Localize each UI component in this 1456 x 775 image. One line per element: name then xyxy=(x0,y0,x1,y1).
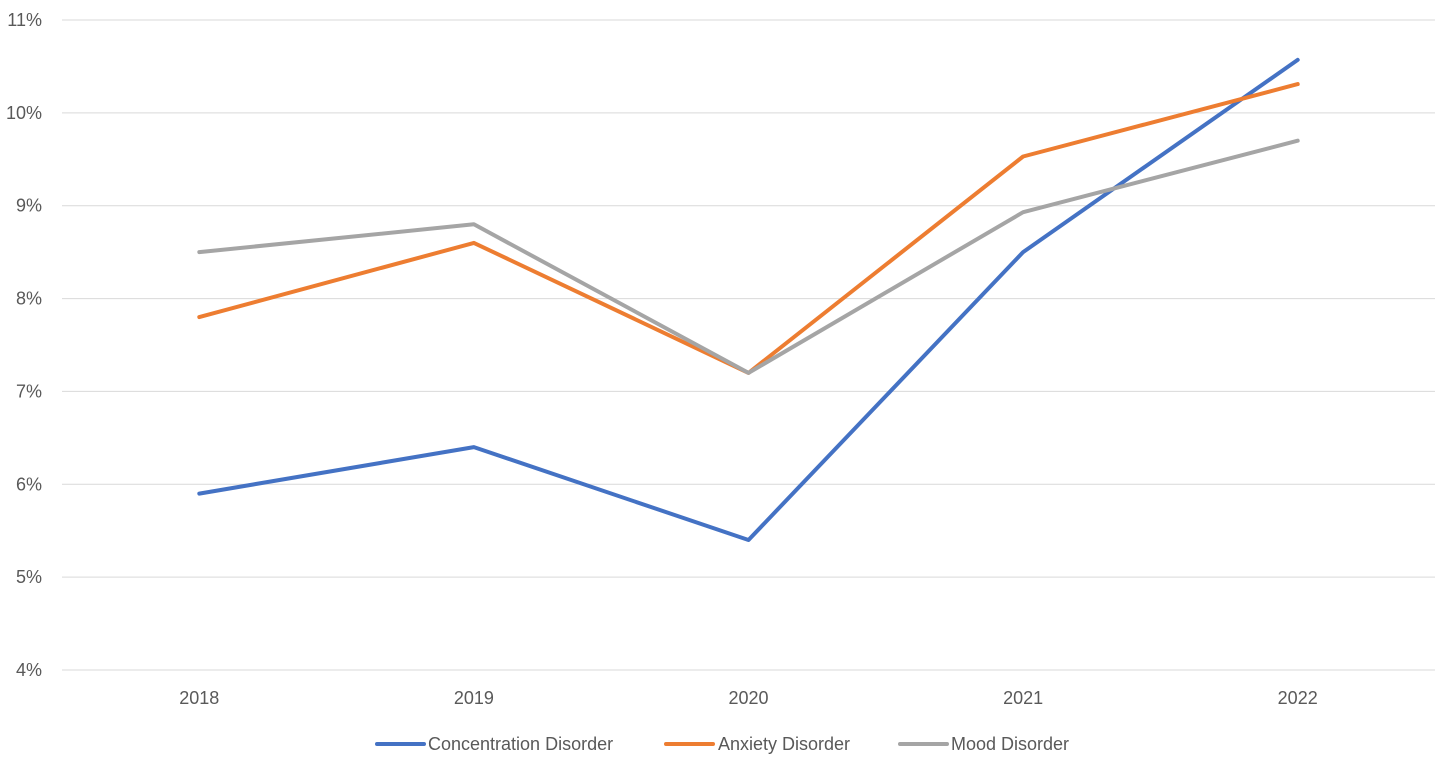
y-tick-label: 10% xyxy=(6,103,42,123)
legend-item-mood-disorder: Mood Disorder xyxy=(898,734,1069,754)
y-tick-label: 6% xyxy=(16,474,42,494)
y-tick-label: 11% xyxy=(7,10,42,30)
y-tick-label: 9% xyxy=(16,196,42,216)
legend-label: Mood Disorder xyxy=(951,734,1069,754)
legend-label: Concentration Disorder xyxy=(428,734,613,754)
legend-item-anxiety-disorder: Anxiety Disorder xyxy=(664,734,850,754)
legend: Concentration Disorder Anxiety Disorder Mo… xyxy=(375,734,1069,754)
legend-label: Anxiety Disorder xyxy=(718,734,850,754)
series-line-concentration-disorder xyxy=(197,57,1300,542)
x-tick-label: 2020 xyxy=(728,688,768,708)
series-line-anxiety-disorder xyxy=(197,82,1300,375)
x-tick-label: 2022 xyxy=(1278,688,1318,708)
y-axis-tick-labels: 4% 5% 6% 7% 8% 9% 10% 11% xyxy=(6,10,42,680)
series-lines xyxy=(197,57,1300,542)
y-tick-label: 4% xyxy=(16,660,42,680)
y-tick-label: 7% xyxy=(16,381,42,401)
x-tick-label: 2018 xyxy=(179,688,219,708)
x-tick-label: 2021 xyxy=(1003,688,1043,708)
legend-item-concentration-disorder: Concentration Disorder xyxy=(375,734,613,754)
y-tick-label: 8% xyxy=(16,289,42,309)
y-tick-label: 5% xyxy=(16,567,42,587)
x-axis-tick-labels: 2018 2019 2020 2021 2022 xyxy=(179,688,1317,708)
gridlines xyxy=(62,19,1435,671)
series-line-mood-disorder xyxy=(197,138,1300,375)
x-tick-label: 2019 xyxy=(454,688,494,708)
